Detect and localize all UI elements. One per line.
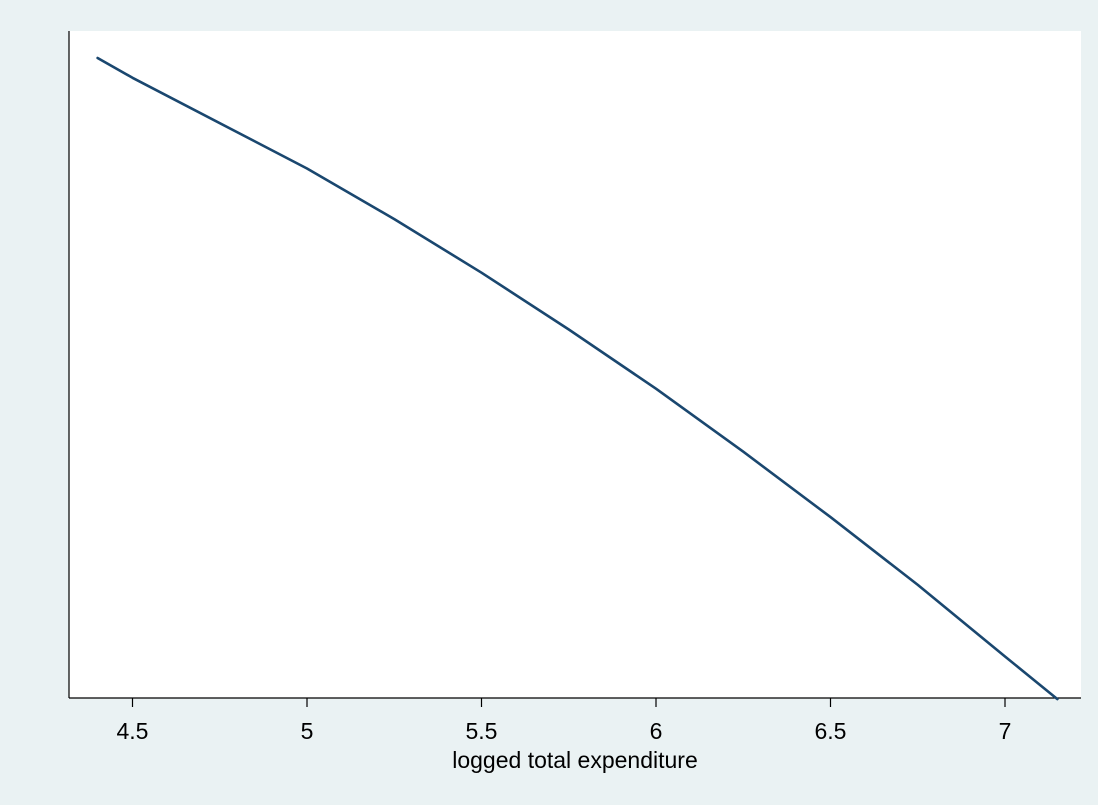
series-line [96, 56, 1059, 701]
x-axis-title: logged total expenditure [452, 747, 698, 773]
x-tick-label: 7 [999, 718, 1012, 744]
series-layer [96, 56, 1059, 701]
x-tick-label: 5.5 [466, 718, 498, 744]
x-tick-label: 6.5 [815, 718, 847, 744]
x-tick-label: 5 [301, 718, 314, 744]
x-tick-label: 6 [650, 718, 663, 744]
x-tick-label: 4.5 [117, 718, 149, 744]
axes [68, 31, 1081, 699]
plot-area [69, 31, 1081, 698]
x-ticks: 4.5 5 5.5 6 6.5 7 [117, 698, 1012, 744]
